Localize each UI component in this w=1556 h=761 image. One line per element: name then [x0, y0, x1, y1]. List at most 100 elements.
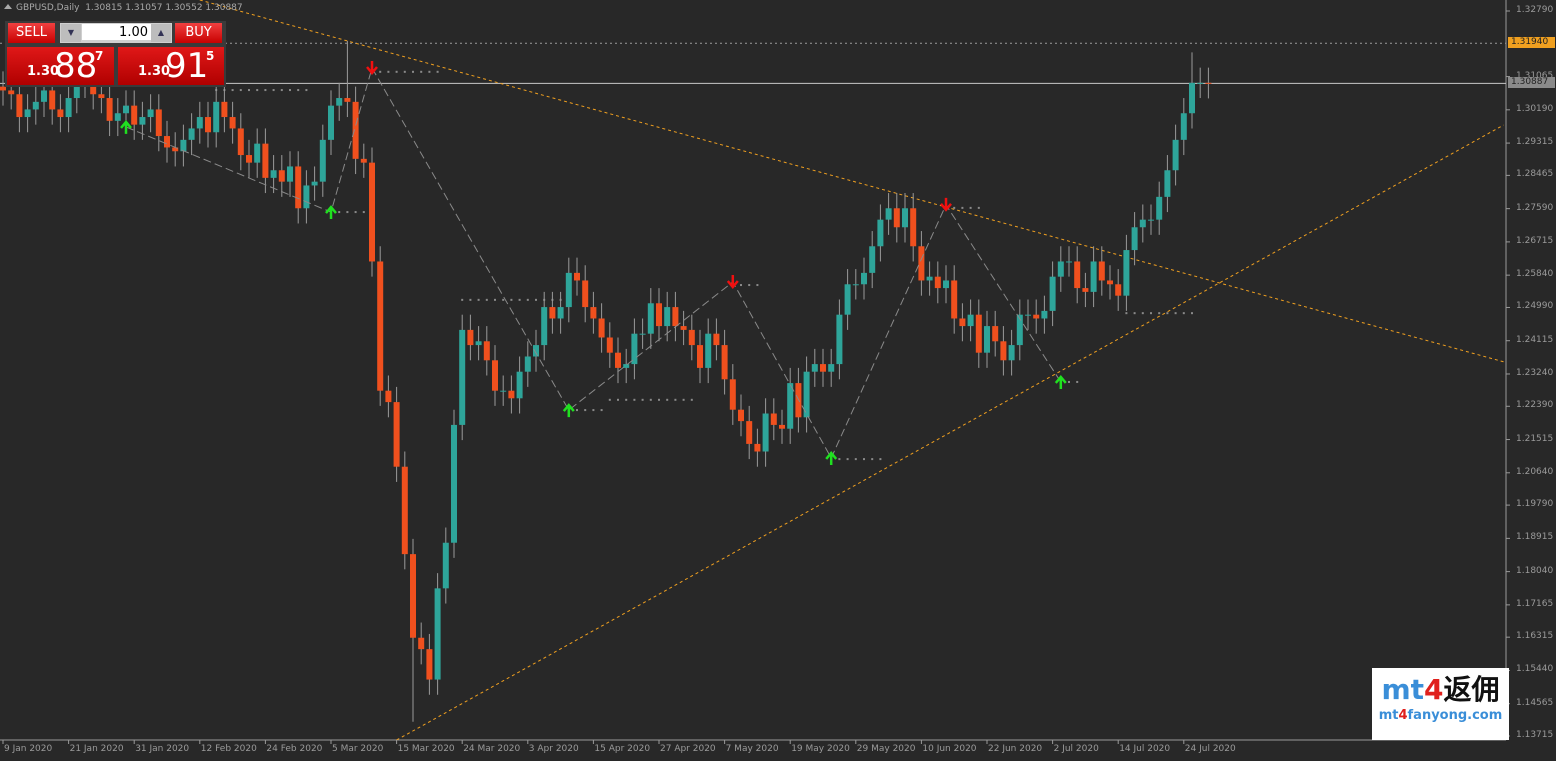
- symbol-timeframe: GBPUSD,Daily: [16, 3, 80, 13]
- date-tick-label: 14 Jul 2020: [1119, 744, 1171, 754]
- ask-big: 91: [165, 46, 209, 86]
- bid-price-button[interactable]: 1.30 88 7: [7, 46, 114, 86]
- indicator-dot: [502, 298, 505, 301]
- sell-arrow-icon: [940, 197, 952, 212]
- candle-body: [1074, 261, 1081, 289]
- date-tick-label: 27 Apr 2020: [660, 744, 716, 754]
- indicator-dot: [740, 284, 742, 287]
- indicator-dot: [1141, 312, 1144, 315]
- indicator-dot: [289, 89, 291, 92]
- date-tick-label: 2 Jul 2020: [1053, 744, 1099, 754]
- candle-body: [590, 307, 597, 319]
- candle-body: [746, 421, 753, 444]
- price-tick-label: 1.25840: [1516, 269, 1554, 280]
- candle-body: [656, 303, 662, 327]
- indicator-dot: [510, 298, 513, 301]
- ohlc-readout: 1.30815 1.31057 1.30552 1.30887: [85, 3, 243, 13]
- indicator-dot: [526, 298, 529, 301]
- candle-body: [188, 128, 195, 140]
- price-tick-label: 1.27590: [1516, 202, 1554, 213]
- candle-body: [836, 314, 843, 365]
- candle-body: [1115, 284, 1122, 296]
- candle-body: [41, 90, 47, 102]
- candle-body: [16, 94, 23, 118]
- logo-text: 返佣: [1443, 673, 1500, 706]
- candle-body: [467, 329, 474, 346]
- indicator-dot: [584, 409, 587, 412]
- indicator-dot: [969, 206, 972, 209]
- indicator-dot: [436, 70, 439, 73]
- chart-header: GBPUSD,Daily 1.30815 1.31057 1.30552 1.3…: [4, 3, 243, 13]
- candle-body: [1066, 261, 1072, 263]
- candle-body: [385, 390, 392, 403]
- indicator-dot: [846, 458, 849, 461]
- candle-body: [582, 280, 589, 308]
- candle-body: [524, 356, 531, 372]
- indicator-dot: [863, 458, 865, 461]
- indicator-dot: [379, 70, 382, 73]
- lot-size-input[interactable]: [82, 24, 152, 40]
- buy-button[interactable]: BUY: [175, 23, 222, 43]
- lot-size-stepper[interactable]: ▼ ▲: [60, 23, 172, 43]
- indicator-dot: [297, 89, 300, 92]
- candle-body: [295, 166, 302, 209]
- ask-price-button[interactable]: 1.30 91 5: [118, 46, 224, 86]
- candle-body: [418, 637, 425, 650]
- indicator-dot: [403, 70, 406, 73]
- collapse-triangle-icon[interactable]: [4, 4, 12, 9]
- candle-body: [910, 208, 917, 247]
- candle-body: [779, 424, 785, 429]
- buy-arrow-icon: [825, 451, 838, 465]
- indicator-dot: [248, 89, 250, 92]
- candle-body: [262, 143, 269, 178]
- candle-body: [574, 272, 580, 281]
- decrease-lot-icon[interactable]: ▼: [61, 24, 81, 42]
- candle-body: [180, 139, 187, 152]
- candle-body: [303, 185, 310, 209]
- indicator-dot: [690, 398, 693, 401]
- indicator-dot: [1133, 312, 1136, 315]
- indicator-dot: [961, 206, 964, 209]
- increase-lot-icon[interactable]: ▲: [151, 24, 171, 42]
- candle-body: [598, 318, 605, 338]
- sell-button[interactable]: SELL: [8, 23, 55, 43]
- candle-body: [147, 109, 154, 118]
- candle-body: [959, 318, 966, 327]
- indicator-dot: [1150, 312, 1152, 315]
- candle-body: [1197, 82, 1204, 84]
- candle-body: [893, 208, 900, 228]
- price-tick-label: 1.24990: [1516, 301, 1554, 312]
- candle-body: [1148, 219, 1154, 221]
- indicator-dot: [469, 298, 472, 301]
- price-tick-label: 1.18040: [1516, 565, 1554, 576]
- candle-body: [311, 181, 318, 186]
- indicator-dot: [1076, 380, 1079, 383]
- candle-body: [24, 109, 31, 118]
- candle-body: [1041, 310, 1048, 319]
- candle-body: [32, 101, 39, 110]
- indicator-dot: [1191, 312, 1193, 315]
- date-tick-label: 19 May 2020: [791, 744, 850, 754]
- trendline: [199, 0, 1504, 363]
- indicator-dot: [854, 458, 857, 461]
- candle-body: [1205, 82, 1212, 84]
- date-tick-label: 24 Jul 2020: [1184, 744, 1236, 754]
- logo-text: fanyong.com: [1407, 708, 1503, 723]
- candle-body: [1172, 139, 1179, 171]
- candle-body: [336, 98, 343, 106]
- candle-body: [770, 413, 777, 425]
- candle-body: [500, 390, 507, 392]
- buy-arrow-icon: [1054, 375, 1067, 389]
- candle-body: [196, 117, 203, 129]
- candle-body: [934, 276, 941, 289]
- date-tick-label: 15 Apr 2020: [594, 744, 651, 754]
- candle-body: [713, 333, 720, 346]
- zigzag-line: [125, 66, 1062, 460]
- candle-body: [1033, 314, 1040, 319]
- candle-body: [738, 409, 744, 422]
- candle-body: [49, 90, 56, 110]
- candle-body: [1131, 227, 1138, 251]
- price-tick-label: 1.14565: [1516, 697, 1554, 708]
- candle-body: [369, 162, 375, 262]
